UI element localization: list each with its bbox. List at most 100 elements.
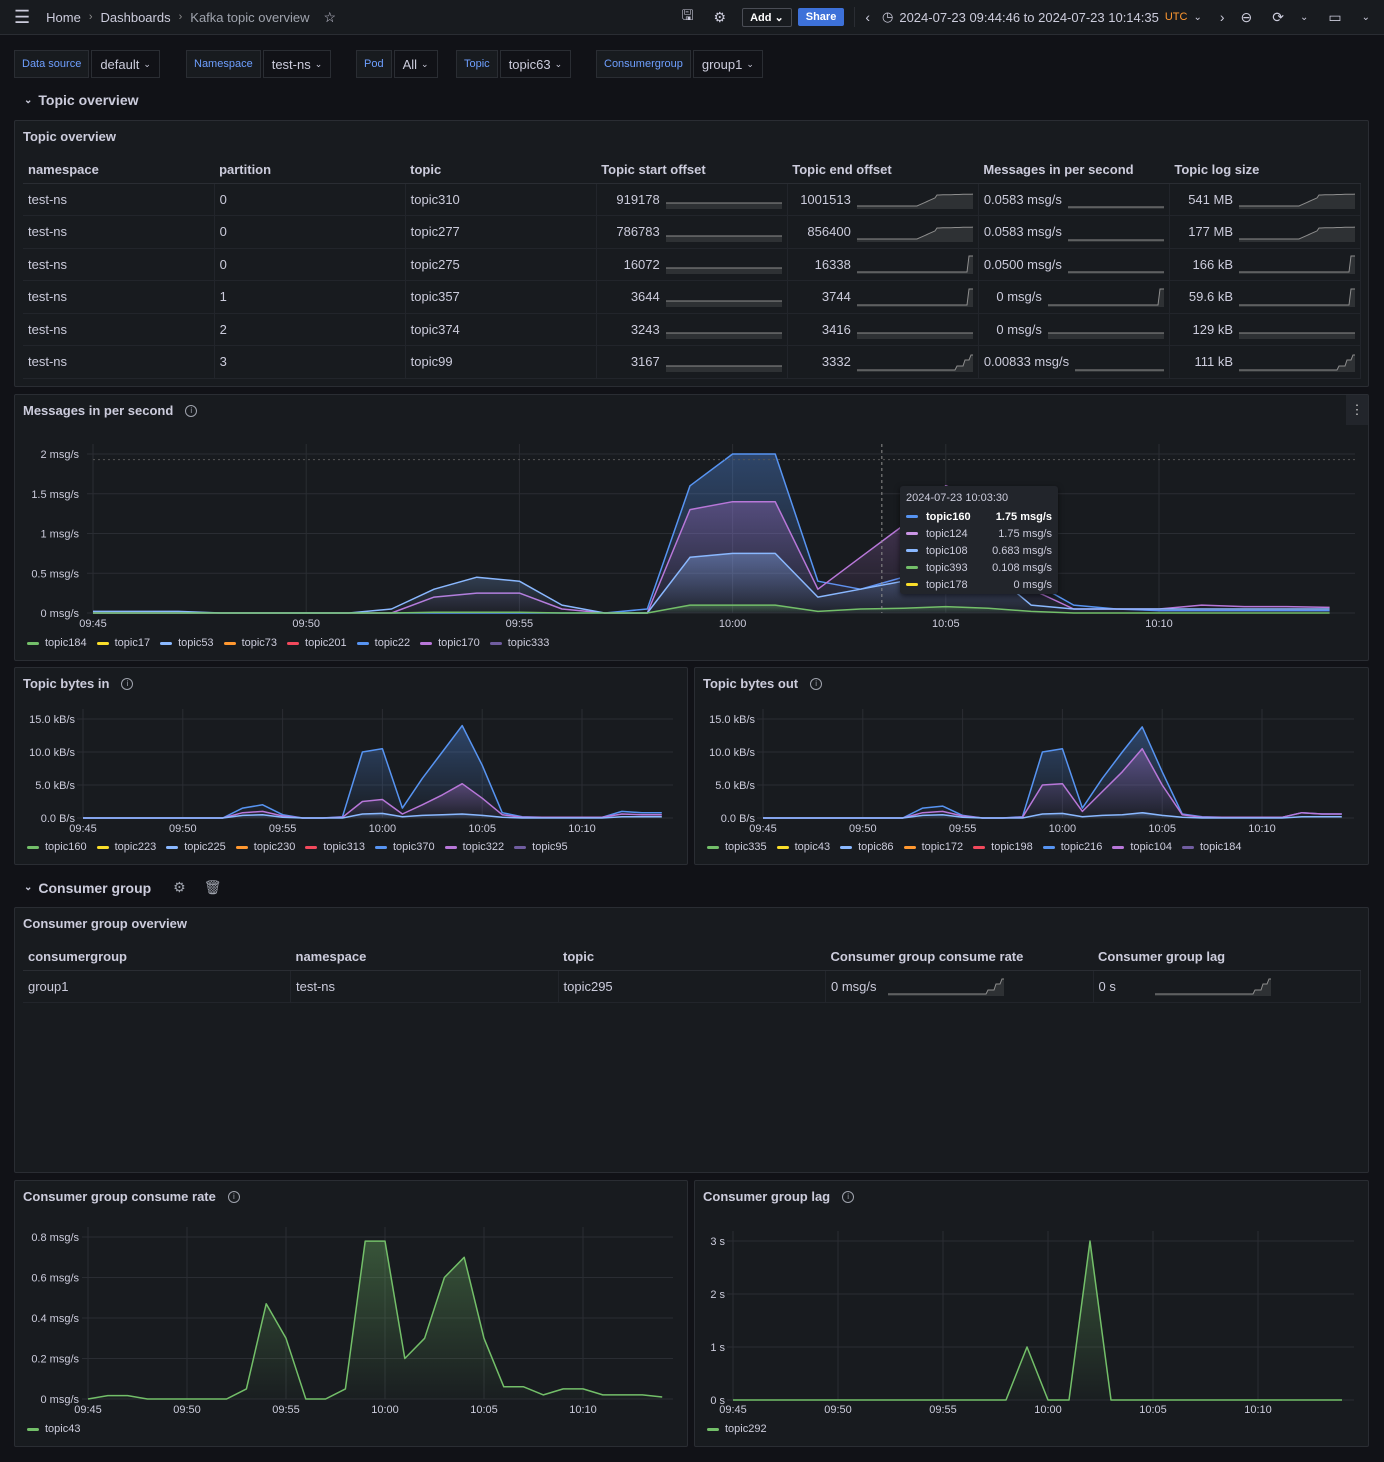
consumer-lag-chart[interactable]: 0 s 1 s 2 s 3 s 09:45 09:50 09:55 10:00 10:05 10:…: [695, 1221, 1368, 1421]
info-icon[interactable]: i: [227, 1190, 240, 1203]
legend-item[interactable]: topic95: [514, 841, 568, 853]
cell-value: test-ns: [28, 289, 68, 305]
legend-item[interactable]: topic223: [96, 841, 156, 853]
column-header[interactable]: namespace: [290, 944, 558, 971]
legend-item[interactable]: topic17: [96, 637, 150, 649]
column-header[interactable]: Topic start offset: [596, 157, 788, 184]
info-icon[interactable]: i: [842, 1190, 855, 1203]
legend-item[interactable]: topic335: [707, 841, 767, 853]
sparkline: [856, 226, 973, 242]
collapse-chevron-icon[interactable]: ⌄: [1361, 11, 1370, 23]
gear-icon[interactable]: ⚙: [713, 8, 727, 25]
trash-icon[interactable]: 🗑: [203, 879, 222, 895]
legend-swatch: [96, 845, 109, 849]
sparkline: [887, 978, 1004, 996]
breadcrumb-dashboards[interactable]: Dashboards: [100, 9, 171, 25]
cell-value: 3: [219, 354, 227, 370]
y-tick-label: 1 s: [710, 1342, 725, 1354]
x-tick-label: 10:10: [1244, 1404, 1272, 1416]
column-header[interactable]: topic: [405, 157, 597, 184]
menu-icon[interactable]: ☰: [14, 6, 31, 27]
legend-item[interactable]: topic201: [287, 637, 347, 649]
star-icon[interactable]: ☆: [323, 8, 337, 25]
gear-icon[interactable]: ⚙: [173, 879, 186, 895]
consume-rate-chart[interactable]: 0 msg/s 0.2 msg/s 0.4 msg/s 0.6 msg/s 0.8 ms…: [15, 1221, 687, 1421]
variable-select[interactable]: test-ns ⌄: [262, 50, 332, 78]
bytes-in-chart[interactable]: 0.0 B/s 5.0 kB/s 10.0 kB/s 15.0 kB/s 09:45 09…: [15, 701, 687, 841]
variable-select[interactable]: topic63 ⌄: [499, 50, 572, 78]
legend-item[interactable]: topic184: [27, 637, 87, 649]
column-header[interactable]: partition: [214, 157, 406, 184]
refresh-interval-chevron-icon[interactable]: ⌄: [1299, 11, 1309, 23]
column-header[interactable]: topic: [558, 944, 826, 971]
x-tick-label: 10:05: [932, 618, 960, 630]
legend-item[interactable]: topic22: [356, 637, 410, 649]
time-forward-icon[interactable]: ›: [1219, 9, 1225, 25]
legend-item[interactable]: topic333: [489, 637, 549, 649]
bytes-out-chart[interactable]: 0.0 B/s 5.0 kB/s 10.0 kB/s 15.0 kB/s 09:45 09…: [695, 701, 1368, 841]
table-cell: test-ns: [23, 345, 215, 379]
save-icon[interactable]: 🖫: [681, 7, 694, 23]
legend-item[interactable]: topic184: [1181, 841, 1242, 853]
column-header[interactable]: Topic log size: [1169, 157, 1361, 184]
row-topic-overview[interactable]: ⌄ Topic overview: [24, 92, 139, 108]
clock-icon: ◷: [882, 9, 894, 24]
legend-item[interactable]: topic216: [1042, 841, 1102, 853]
refresh-icon[interactable]: ⟳: [1272, 8, 1284, 25]
info-icon[interactable]: i: [185, 404, 198, 417]
legend-item[interactable]: topic43: [27, 1423, 80, 1435]
column-header[interactable]: namespace: [23, 157, 215, 184]
legend-item[interactable]: topic370: [374, 841, 435, 853]
legend-item[interactable]: topic225: [166, 841, 226, 853]
legend-item[interactable]: topic292: [707, 1423, 767, 1435]
series-line-topic43[interactable]: [87, 1240, 663, 1400]
legend-item[interactable]: topic160: [27, 841, 87, 853]
legend-item[interactable]: topic73: [223, 637, 277, 649]
time-back-icon[interactable]: ‹: [865, 9, 870, 25]
legend-item[interactable]: topic104: [1112, 841, 1172, 853]
chart-tooltip: 2024-07-23 10:03:30 topic160 1.75 msg/s to…: [900, 486, 1058, 594]
legend-item[interactable]: topic170: [420, 637, 480, 649]
variable-topic: Topic topic63 ⌄: [456, 50, 572, 78]
legend-item[interactable]: topic322: [444, 841, 504, 853]
column-header[interactable]: Messages in per second: [978, 157, 1170, 184]
info-icon[interactable]: i: [810, 677, 823, 690]
legend-item[interactable]: topic43: [776, 841, 830, 853]
series-line-topic225[interactable]: [83, 812, 662, 819]
row-consumer-group[interactable]: ⌄ Consumer group ⚙ 🗑: [24, 879, 222, 896]
variable-select[interactable]: All ⌄: [393, 50, 438, 78]
messages-chart[interactable]: 0 msg/s 0.5 msg/s 1 msg/s 1.5 msg/s 2 msg/s 0…: [15, 431, 1369, 641]
info-icon[interactable]: i: [121, 677, 134, 690]
legend-item[interactable]: topic198: [973, 841, 1033, 853]
legend-swatch: [160, 641, 173, 645]
column-header[interactable]: Topic end offset: [787, 157, 979, 184]
cell-value: 177 MB: [1188, 224, 1233, 240]
topic-overview-panel: Topic overview namespace partition topic To…: [14, 120, 1369, 387]
series-line-topic86[interactable]: [763, 811, 1342, 819]
add-button[interactable]: Add ⌄: [742, 7, 792, 27]
time-range-picker[interactable]: ◷ 2024-07-23 09:44:46 to 2024-07-23 10:1…: [882, 9, 1202, 25]
variable-select[interactable]: group1 ⌄: [692, 50, 763, 78]
legend-item[interactable]: topic172: [903, 841, 963, 853]
column-header[interactable]: Consumer group lag: [1093, 944, 1361, 971]
column-header[interactable]: consumergroup: [23, 944, 291, 971]
variable-value: topic63: [508, 56, 551, 72]
breadcrumb-home[interactable]: Home: [46, 9, 81, 25]
column-header[interactable]: Consumer group consume rate: [825, 944, 1093, 971]
legend-swatch: [374, 845, 387, 849]
share-button[interactable]: Share: [797, 8, 845, 26]
x-tick-label: 10:00: [1049, 823, 1077, 835]
legend-item[interactable]: topic313: [305, 841, 365, 853]
series-line-topic292[interactable]: [733, 1240, 1342, 1401]
variable-select[interactable]: default ⌄: [91, 50, 160, 78]
cell-value: 3332: [821, 354, 851, 370]
panel-menu-icon[interactable]: ⋮: [1346, 395, 1368, 425]
zoom-out-icon[interactable]: ⊖: [1240, 8, 1253, 25]
legend-item[interactable]: topic53: [160, 637, 214, 649]
legend-item[interactable]: topic230: [235, 841, 295, 853]
table-header: namespace partition topic Topic start offse…: [23, 157, 1361, 184]
legend-item[interactable]: topic86: [840, 841, 894, 853]
tv-mode-icon[interactable]: ▭: [1328, 8, 1342, 25]
series-line-topic184[interactable]: [93, 604, 1330, 614]
y-tick-label: 10.0 kB/s: [29, 747, 75, 759]
